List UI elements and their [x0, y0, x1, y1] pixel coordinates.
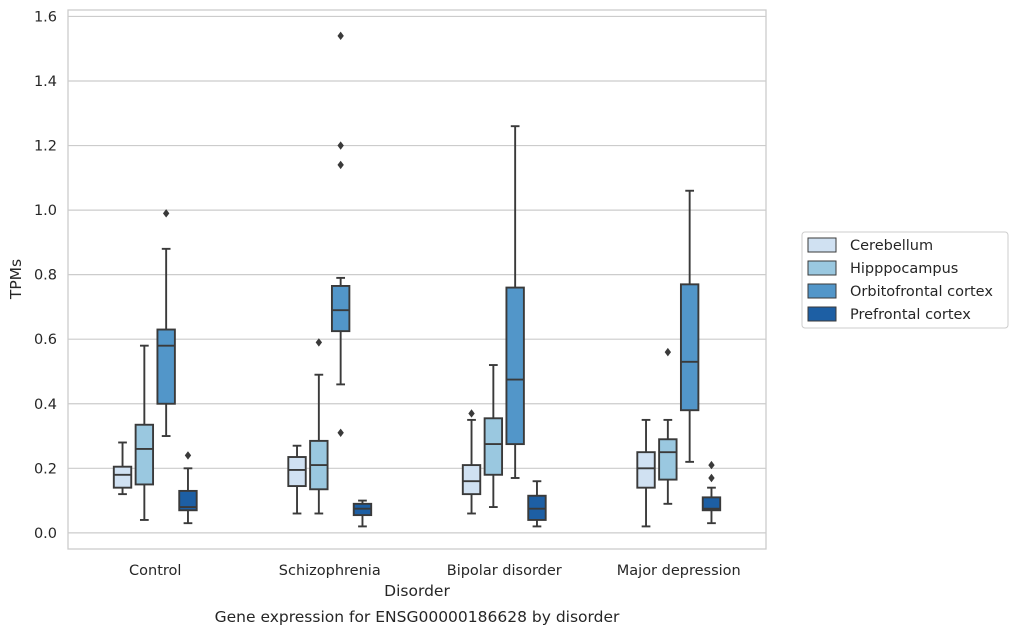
- box-body: [679, 283, 700, 412]
- box-prefrontal-cortex-bipolar-disorder: [527, 480, 547, 528]
- outlier-point: [708, 460, 715, 470]
- box-orbitofrontal-cortex-control: [156, 209, 176, 437]
- outlier-point: [337, 31, 344, 41]
- box-body: [287, 456, 307, 488]
- box-prefrontal-cortex-schizophrenia: [352, 499, 373, 528]
- y-tick-label: 0.0: [34, 526, 57, 542]
- box-hipppocampus-bipolar-disorder: [483, 364, 504, 508]
- box-orbitofrontal-cortex-major-depression: [679, 189, 700, 463]
- legend: Cerebellum Hipppocampus Orbitofrontal cort…: [801, 231, 1009, 329]
- box-body: [701, 496, 722, 512]
- chart-caption: Gene expression for ENSG00000186628 by d…: [215, 608, 620, 626]
- y-tick-labels: 0.0 0.2 0.4 0.6 0.8 1.0 1.2 1.4 1.6: [34, 9, 57, 541]
- box-prefrontal-cortex-major-depression: [701, 460, 722, 525]
- box-cerebellum-major-depression: [636, 418, 656, 528]
- x-tick-label: Bipolar disorder: [447, 563, 562, 579]
- y-tick-label: 0.8: [34, 268, 57, 284]
- y-tick-label: 1.2: [34, 139, 57, 155]
- y-tick-label: 1.0: [34, 203, 57, 219]
- box-orbitofrontal-cortex-bipolar-disorder: [505, 125, 525, 479]
- box-body: [483, 417, 504, 476]
- box-body: [134, 423, 155, 486]
- outlier-point: [708, 473, 715, 483]
- y-tick-label: 0.2: [34, 461, 57, 477]
- x-tick-label: Schizophrenia: [279, 563, 381, 579]
- legend-label: Prefrontal cortex: [850, 307, 971, 323]
- y-tick-label: 1.6: [34, 9, 57, 25]
- box-body: [178, 489, 198, 512]
- y-tick-label: 1.4: [34, 74, 57, 90]
- legend-swatch: [807, 260, 837, 276]
- legend-label: Hipppocampus: [850, 261, 958, 277]
- box-hipppocampus-major-depression: [658, 347, 678, 505]
- box-hipppocampus-schizophrenia: [309, 338, 329, 515]
- x-axis-title: Disorder: [384, 582, 450, 600]
- box-prefrontal-cortex-control: [178, 451, 198, 525]
- y-axis-title: TPMs: [7, 259, 25, 300]
- boxes-layer: [112, 31, 722, 528]
- box-body: [156, 328, 176, 405]
- legend-frame: [801, 231, 1009, 329]
- outlier-point: [337, 428, 344, 438]
- box-cerebellum-control: [112, 441, 133, 496]
- box-body: [658, 438, 678, 481]
- y-tick-label: 0.4: [34, 397, 57, 413]
- legend-swatch: [807, 237, 837, 253]
- box-body: [112, 465, 133, 489]
- box-cerebellum-bipolar-disorder: [461, 409, 482, 515]
- x-tick-label: Control: [129, 563, 181, 579]
- x-tick-label: Major depression: [617, 563, 741, 579]
- outlier-point: [315, 338, 323, 347]
- outlier-point: [337, 141, 344, 150]
- legend-label: Orbitofrontal cortex: [850, 284, 993, 300]
- y-tick-label: 0.6: [34, 332, 57, 348]
- box-cerebellum-schizophrenia: [287, 444, 307, 515]
- x-tick-labels: Control Schizophrenia Bipolar disorder Majo…: [129, 563, 741, 579]
- box-body: [330, 285, 351, 333]
- box-orbitofrontal-cortex-schizophrenia: [330, 31, 351, 438]
- box-body: [505, 286, 525, 446]
- outlier-point: [337, 160, 344, 170]
- legend-swatch: [807, 283, 837, 299]
- box-body: [461, 464, 482, 496]
- legend-swatch: [807, 306, 837, 322]
- outlier-point: [468, 409, 475, 418]
- outlier-point: [184, 451, 192, 460]
- outlier-point: [664, 347, 672, 357]
- plot-frame: [67, 9, 767, 550]
- outlier-point: [162, 209, 170, 218]
- legend-label: Cerebellum: [850, 238, 933, 254]
- box-body: [636, 451, 656, 489]
- box-hipppocampus-control: [134, 344, 155, 521]
